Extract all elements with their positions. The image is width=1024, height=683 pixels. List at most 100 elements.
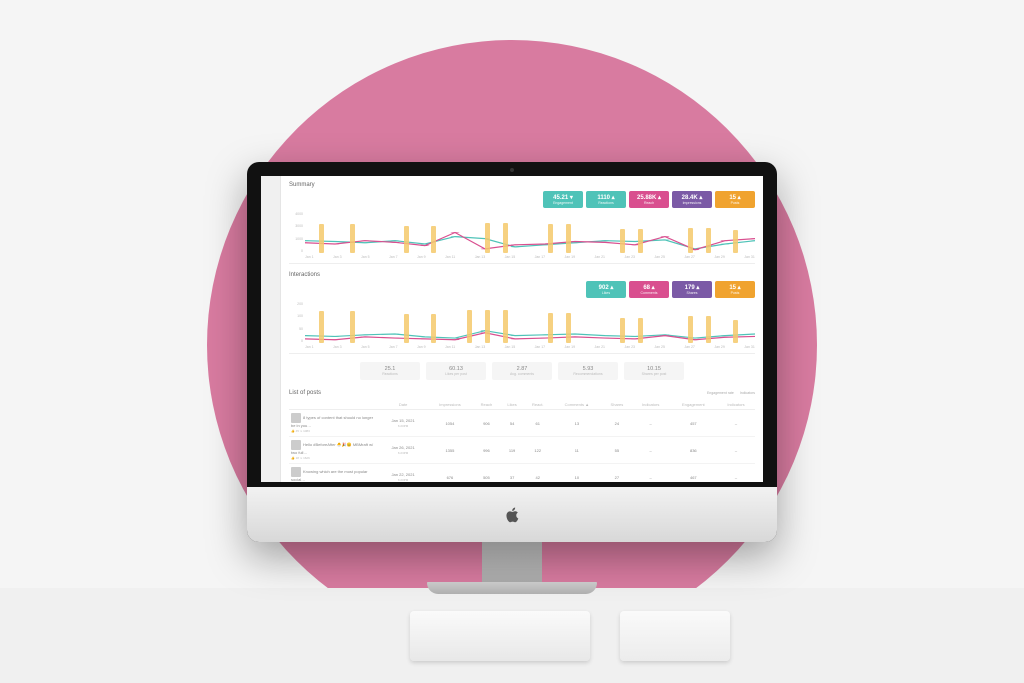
chart-bar bbox=[467, 310, 472, 343]
table-header[interactable]: Engagement bbox=[670, 400, 717, 410]
metric-card: 10.15Shares per post bbox=[624, 362, 684, 380]
table-header[interactable]: Likes bbox=[500, 400, 524, 410]
chart-bar bbox=[548, 224, 553, 253]
list-tab[interactable]: Engagement rate bbox=[707, 391, 734, 395]
axis-label: 0 bbox=[289, 339, 303, 343]
stat-card[interactable]: 15 ▴Posts bbox=[715, 191, 755, 208]
axis-label: Jan 25 bbox=[654, 345, 665, 353]
keyboard bbox=[410, 611, 590, 661]
stat-card[interactable]: 15 ▴Posts bbox=[715, 281, 755, 298]
axis-label: Jan 17 bbox=[535, 345, 546, 353]
post-thumb-icon bbox=[291, 440, 301, 450]
metric-card: 60.13Likes per post bbox=[426, 362, 486, 380]
axis-label: Jan 31 bbox=[744, 345, 755, 353]
table-row[interactable]: Knowing which are the most popular socia… bbox=[289, 464, 755, 483]
chart-bar bbox=[706, 228, 711, 253]
chart-bar bbox=[404, 226, 409, 253]
axis-label: Jan 5 bbox=[361, 255, 370, 263]
summary-chart: 4000300010000 Jan 1Jan 3Jan 5Jan 7Jan 9J… bbox=[289, 212, 755, 264]
axis-label: Jan 9 bbox=[417, 345, 426, 353]
chart-bar bbox=[350, 224, 355, 253]
axis-label: Jan 5 bbox=[361, 345, 370, 353]
table-header[interactable]: Date bbox=[379, 400, 427, 410]
post-thumb-icon bbox=[291, 413, 301, 423]
axis-label: Jan 27 bbox=[684, 345, 695, 353]
posts-table: DateImpressionsReachLikesReact.Comments … bbox=[289, 400, 755, 482]
post-thumb-icon bbox=[291, 467, 301, 477]
chart-bar bbox=[431, 314, 436, 343]
interactions-chart: 200100500 Jan 1Jan 3Jan 5Jan 7Jan 9Jan 1… bbox=[289, 302, 755, 354]
table-header[interactable]: Impressions bbox=[427, 400, 472, 410]
stat-card[interactable]: 179 ▴Shares bbox=[672, 281, 712, 298]
interactions-stats: 902 ▴Likes68 ▴Comments179 ▴Shares15 ▴Pos… bbox=[289, 281, 755, 298]
monitor: Summary 45.21 ▾Engagement1110 ▴Reactions… bbox=[247, 162, 777, 542]
chart-bar bbox=[638, 318, 643, 343]
apple-logo-icon bbox=[504, 506, 520, 524]
chart-bar bbox=[485, 310, 490, 343]
posts-title: List of posts bbox=[289, 390, 321, 396]
chart-bar bbox=[431, 226, 436, 253]
camera-icon bbox=[510, 168, 514, 172]
chart-bar bbox=[319, 311, 324, 343]
metric-card: 5.93Recommendations bbox=[558, 362, 618, 380]
chart-bar bbox=[620, 229, 625, 253]
interactions-title: Interactions bbox=[289, 272, 755, 278]
dashboard-screen: Summary 45.21 ▾Engagement1110 ▴Reactions… bbox=[261, 176, 763, 482]
table-header[interactable]: Indicators bbox=[632, 400, 670, 410]
axis-label: Jan 23 bbox=[624, 255, 635, 263]
table-header[interactable]: React. bbox=[524, 400, 552, 410]
axis-label: Jan 13 bbox=[475, 255, 486, 263]
metrics-row: 25.1Reactions 60.13Likes per post 2.87Avg.… bbox=[289, 362, 755, 380]
chart-bar bbox=[548, 313, 553, 343]
axis-label: Jan 31 bbox=[744, 255, 755, 263]
chart-bar bbox=[350, 311, 355, 343]
stat-card[interactable]: 25.88K ▴Reach bbox=[629, 191, 669, 208]
table-header[interactable] bbox=[289, 400, 379, 410]
chart-bar bbox=[503, 310, 508, 343]
table-header[interactable]: Reach bbox=[473, 400, 501, 410]
list-tab[interactable]: Indicators bbox=[740, 391, 755, 395]
axis-label: Jan 29 bbox=[714, 345, 725, 353]
chart-bar bbox=[404, 314, 409, 343]
axis-label: Jan 1 bbox=[305, 255, 314, 263]
table-row[interactable]: Hello #BeforeAfter 🐣🎉😊 MBMraft w/ two fu… bbox=[289, 437, 755, 464]
trackpad bbox=[620, 611, 730, 661]
table-row[interactable]: 8 types of content that should no longer… bbox=[289, 410, 755, 437]
chart-bar bbox=[566, 224, 571, 253]
stat-card[interactable]: 28.4K ▴Impressions bbox=[672, 191, 712, 208]
chart-bar bbox=[688, 228, 693, 253]
table-header[interactable]: Comments ▲ bbox=[552, 400, 602, 410]
axis-label: Jan 3 bbox=[333, 255, 342, 263]
stat-card[interactable]: 68 ▴Comments bbox=[629, 281, 669, 298]
stat-card[interactable]: 1110 ▴Reactions bbox=[586, 191, 626, 208]
axis-label: Jan 17 bbox=[535, 255, 546, 263]
chart-bar bbox=[503, 223, 508, 253]
axis-label: Jan 15 bbox=[505, 255, 516, 263]
axis-label: 0 bbox=[289, 249, 303, 253]
table-header[interactable]: Indicators bbox=[717, 400, 755, 410]
axis-label: 4000 bbox=[289, 212, 303, 216]
axis-label: Jan 29 bbox=[714, 255, 725, 263]
axis-label: Jan 7 bbox=[389, 345, 398, 353]
axis-label: Jan 1 bbox=[305, 345, 314, 353]
axis-label: Jan 27 bbox=[684, 255, 695, 263]
summary-stats: 45.21 ▾Engagement1110 ▴Reactions25.88K ▴… bbox=[289, 191, 755, 208]
sidebar bbox=[261, 176, 281, 482]
axis-label: 100 bbox=[289, 314, 303, 318]
axis-label: Jan 13 bbox=[475, 345, 486, 353]
axis-label: 50 bbox=[289, 327, 303, 331]
axis-label: Jan 21 bbox=[595, 255, 606, 263]
axis-label: Jan 19 bbox=[565, 345, 576, 353]
stat-card[interactable]: 45.21 ▾Engagement bbox=[543, 191, 583, 208]
chart-bar bbox=[733, 320, 738, 343]
chart-bar bbox=[319, 224, 324, 253]
axis-label: Jan 15 bbox=[505, 345, 516, 353]
stat-card[interactable]: 902 ▴Likes bbox=[586, 281, 626, 298]
table-header[interactable]: Shares bbox=[602, 400, 632, 410]
chart-bar bbox=[733, 230, 738, 253]
axis-label: Jan 23 bbox=[624, 345, 635, 353]
chart-bar bbox=[706, 316, 711, 343]
metric-card: 25.1Reactions bbox=[360, 362, 420, 380]
chart-bar bbox=[566, 313, 571, 343]
metric-card: 2.87Avg. comments bbox=[492, 362, 552, 380]
